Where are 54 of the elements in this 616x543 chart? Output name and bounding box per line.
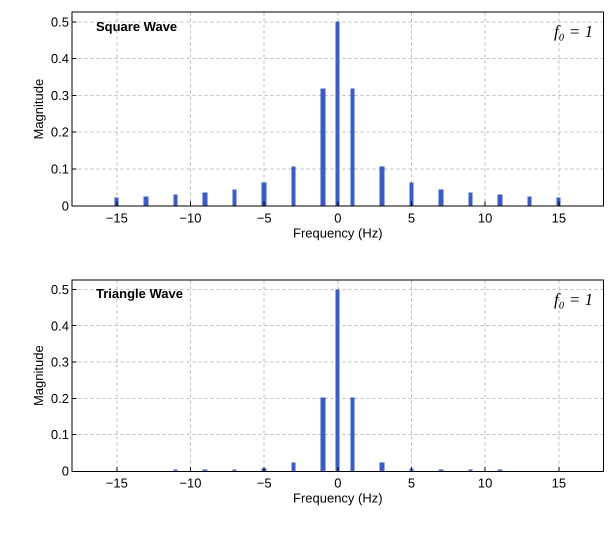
annotation: f₀ = 1	[554, 22, 594, 41]
bar	[336, 22, 340, 206]
y-tick-label: 0.1	[50, 161, 69, 176]
bar	[410, 182, 414, 206]
bar	[232, 190, 237, 206]
x-tick-label: −10	[179, 476, 202, 491]
bar	[292, 462, 296, 471]
y-tick-label: 0.5	[50, 14, 69, 30]
x-tick-label: 10	[478, 476, 492, 491]
y-axis-title: Magnitude	[30, 345, 46, 406]
bar	[262, 182, 267, 206]
x-tick-label: 0	[334, 210, 342, 226]
x-tick-label: −5	[256, 210, 272, 226]
x-tick-label: −10	[179, 210, 202, 226]
y-tick-label: 0.2	[50, 124, 69, 140]
y-tick-label: 0.1	[50, 427, 69, 442]
y-tick-label: 0	[62, 198, 69, 214]
bar	[380, 166, 385, 206]
bar	[468, 192, 473, 206]
bar	[350, 397, 355, 471]
bar	[292, 166, 296, 206]
annotation: Square Wave	[96, 19, 178, 34]
bar	[438, 190, 444, 206]
x-axis-title: Frequency (Hz)	[293, 490, 383, 506]
bar	[320, 88, 326, 206]
bar	[202, 192, 208, 206]
x-tick-label: 5	[408, 476, 416, 491]
y-tick-label: 0.3	[50, 88, 69, 103]
x-tick-label: 15	[552, 476, 566, 491]
y-tick-label: 0.4	[50, 318, 69, 334]
x-axis-title: Frequency (Hz)	[293, 225, 383, 240]
y-tick-label: 0.3	[50, 354, 69, 370]
x-tick-label: −15	[106, 476, 128, 491]
bar	[144, 196, 149, 206]
bar	[498, 194, 503, 206]
y-tick-label: 0.5	[50, 282, 69, 297]
y-axis-title: Magnitude	[30, 78, 46, 140]
bar	[380, 462, 385, 471]
annotation: Triangle Wave	[96, 286, 183, 301]
x-tick-label: 5	[408, 210, 416, 226]
annotation: f₀ = 1	[554, 290, 594, 309]
x-tick-label: 10	[478, 210, 492, 226]
bar	[336, 289, 340, 471]
y-tick-label: 0.4	[50, 51, 69, 66]
x-tick-label: 0	[334, 476, 342, 491]
x-tick-label: −15	[106, 210, 128, 226]
y-tick-label: 0.2	[50, 390, 69, 406]
x-tick-label: −5	[256, 476, 272, 491]
y-tick-label: 0	[62, 463, 69, 478]
bar	[320, 397, 326, 471]
bar	[528, 196, 532, 206]
x-tick-label: 15	[552, 210, 566, 226]
bar	[174, 194, 178, 206]
bar	[350, 88, 355, 206]
